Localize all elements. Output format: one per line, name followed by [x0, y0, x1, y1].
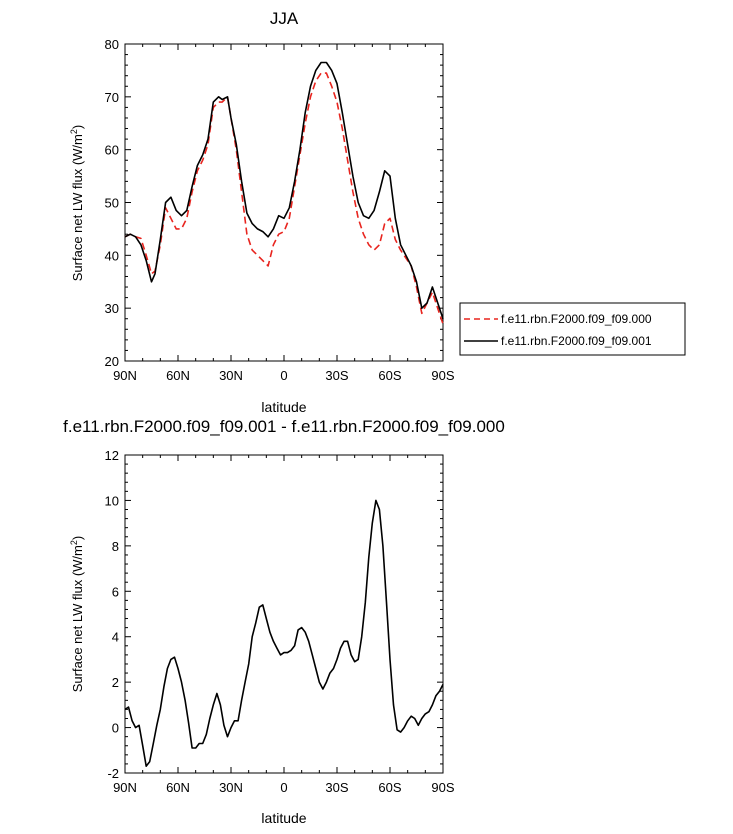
bottom-plot-area: -2 0 2 4 6 8 10 12 90N 60N 30N 0 30S 60S 90S [105, 448, 455, 795]
bottom-y-tick-label: 10 [105, 493, 119, 508]
top-y-tick-label: 80 [105, 37, 119, 52]
bottom-x-tick-label: 60N [166, 780, 190, 795]
top-x-axis-label: latitude [261, 399, 306, 415]
bottom-y-tick-label: 12 [105, 448, 119, 463]
bottom-y-axis-label: Surface net LW flux (W/m2) [69, 536, 85, 693]
bottom-x-axis-label: latitude [261, 810, 306, 826]
top-x-tick-label: 60N [166, 368, 190, 383]
bottom-plot-frame [124, 454, 444, 774]
bottom-x-tick-label: 60S [378, 780, 401, 795]
top-y-tick-label: 30 [105, 301, 119, 316]
top-y-tick-label: 70 [105, 90, 119, 105]
bottom-x-tick-label: 30N [219, 780, 243, 795]
bottom-x-tick-label: 30S [325, 780, 348, 795]
bottom-x-tick-label: 0 [280, 780, 287, 795]
bottom-y-tick-label: 4 [112, 630, 119, 645]
top-y-axis-label: Surface net LW flux (W/m2) [69, 125, 85, 282]
bottom-chart-title: f.e11.rbn.F2000.f09_f09.001 - f.e11.rbn.… [63, 417, 505, 436]
top-x-tick-label: 0 [280, 368, 287, 383]
top-y-tick-label: 20 [105, 354, 119, 369]
bottom-y-tick-label: 6 [112, 584, 119, 599]
top-x-tick-label: 30S [325, 368, 348, 383]
bottom-y-tick-label: -2 [107, 766, 119, 781]
top-x-tick-label: 60S [378, 368, 401, 383]
top-chart-title: JJA [270, 9, 299, 28]
top-series-line-1 [124, 61, 444, 319]
legend: f.e11.rbn.F2000.f09_f09.000 f.e11.rbn.F2… [459, 302, 686, 356]
top-y-tick-label: 40 [105, 248, 119, 263]
legend-label-001: f.e11.rbn.F2000.f09_f09.001 [501, 334, 652, 348]
top-x-tick-label: 30N [219, 368, 243, 383]
legend-label-000: f.e11.rbn.F2000.f09_f09.000 [501, 312, 652, 326]
top-y-tick-label: 50 [105, 196, 119, 211]
bottom-y-tick-label: 0 [112, 721, 119, 736]
bottom-x-tick-label: 90S [431, 780, 454, 795]
bottom-y-tick-label: 8 [112, 539, 119, 554]
bottom-y-tick-label: 2 [112, 675, 119, 690]
bottom-series-line-0 [124, 499, 444, 768]
top-x-tick-label: 90S [431, 368, 454, 383]
top-plot-area: 20 30 40 50 60 70 80 90N 60N 30N 0 30S 60S 90S [105, 37, 455, 383]
top-y-tick-label: 60 [105, 143, 119, 158]
top-x-tick-label: 90N [113, 368, 137, 383]
bottom-x-tick-label: 90N [113, 780, 137, 795]
top-series-line-0 [124, 72, 444, 325]
legend-box [459, 302, 686, 356]
